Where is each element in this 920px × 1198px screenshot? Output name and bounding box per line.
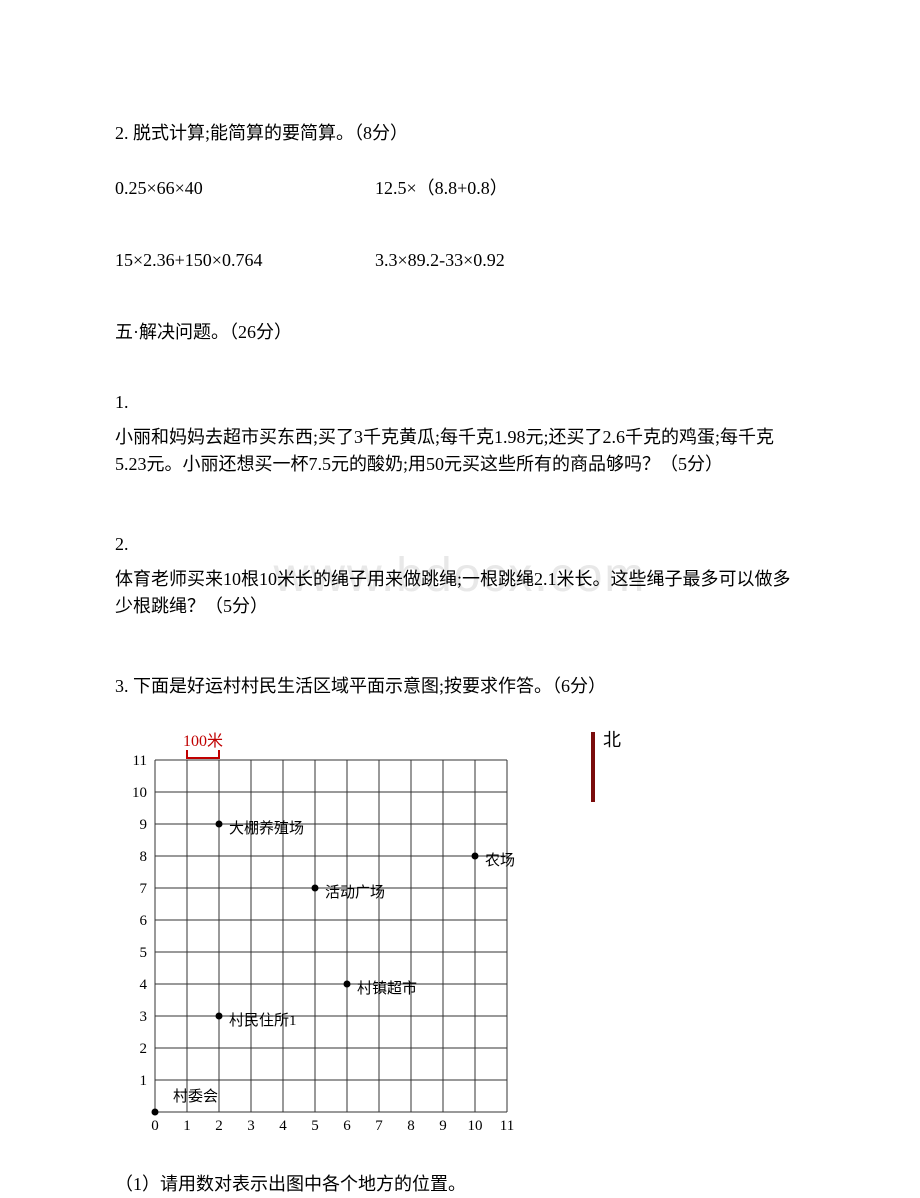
svg-text:8: 8	[407, 1118, 415, 1134]
svg-text:1: 1	[183, 1118, 191, 1134]
q2-row2: 15×2.36+150×0.764 3.3×89.2-33×0.92	[115, 247, 805, 274]
page-content: 2. 脱式计算;能简算的要简算。（8分） 0.25×66×40 12.5×（8.…	[115, 120, 805, 1198]
svg-text:4: 4	[140, 977, 148, 993]
svg-text:5: 5	[311, 1118, 319, 1134]
svg-text:6: 6	[343, 1118, 351, 1134]
north-arrow-icon	[591, 732, 595, 802]
svg-text:3: 3	[140, 1009, 148, 1025]
q2-eq-1a: 0.25×66×40	[115, 175, 375, 202]
svg-text:8: 8	[140, 849, 148, 865]
svg-text:农场: 农场	[485, 852, 515, 869]
svg-text:2: 2	[140, 1041, 148, 1057]
q5-3-sub1: （1）请用数对表示出图中各个地方的位置。	[115, 1171, 805, 1198]
svg-text:7: 7	[375, 1118, 383, 1134]
svg-text:村镇超市: 村镇超市	[357, 980, 417, 997]
svg-text:大棚养殖场: 大棚养殖场	[229, 820, 304, 837]
q5-3-title: 3. 下面是好运村村民生活区域平面示意图;按要求作答。（6分）	[115, 673, 805, 700]
svg-text:100米: 100米	[183, 732, 223, 750]
chart-wrap: 012345678910111234567891011100米大棚养殖场农场活动…	[115, 720, 805, 1136]
svg-text:村民住所1: 村民住所1	[229, 1012, 297, 1029]
q2-row1: 0.25×66×40 12.5×（8.8+0.8）	[115, 175, 805, 202]
grid-chart: 012345678910111234567891011100米大棚养殖场农场活动…	[115, 720, 567, 1136]
svg-text:村委会: 村委会	[173, 1088, 218, 1105]
svg-text:9: 9	[140, 817, 148, 833]
north-label: 北	[603, 726, 621, 752]
q2-eq-1b: 12.5×（8.8+0.8）	[375, 175, 508, 202]
svg-text:6: 6	[140, 913, 148, 929]
svg-text:9: 9	[439, 1118, 447, 1134]
svg-text:2: 2	[215, 1118, 223, 1134]
svg-text:11: 11	[133, 753, 147, 769]
section5-title: 五·解决问题。（26分）	[115, 319, 805, 346]
svg-text:4: 4	[279, 1118, 287, 1134]
q5-2-text: 体育老师买来10根10米长的绳子用来做跳绳;一根跳绳2.1米长。这些绳子最多可以…	[115, 566, 805, 620]
chart-area: 012345678910111234567891011100米大棚养殖场农场活动…	[115, 720, 567, 1136]
svg-text:3: 3	[247, 1118, 255, 1134]
svg-text:7: 7	[140, 881, 148, 897]
q5-2-num: 2.	[115, 531, 805, 558]
q2-eq-2b: 3.3×89.2-33×0.92	[375, 247, 505, 274]
svg-text:5: 5	[140, 945, 148, 961]
q2-title: 2. 脱式计算;能简算的要简算。（8分）	[115, 120, 805, 147]
svg-text:10: 10	[468, 1118, 483, 1134]
svg-text:0: 0	[151, 1118, 159, 1134]
svg-text:10: 10	[132, 785, 147, 801]
svg-text:11: 11	[500, 1118, 514, 1134]
svg-text:1: 1	[140, 1073, 148, 1089]
q5-1-num: 1.	[115, 389, 805, 416]
north-indicator: 北	[591, 726, 621, 802]
q2-eq-2a: 15×2.36+150×0.764	[115, 247, 375, 274]
q5-1-text: 小丽和妈妈去超市买东西;买了3千克黄瓜;每千克1.98元;还买了2.6千克的鸡蛋…	[115, 424, 805, 478]
svg-text:活动广场: 活动广场	[325, 884, 385, 901]
